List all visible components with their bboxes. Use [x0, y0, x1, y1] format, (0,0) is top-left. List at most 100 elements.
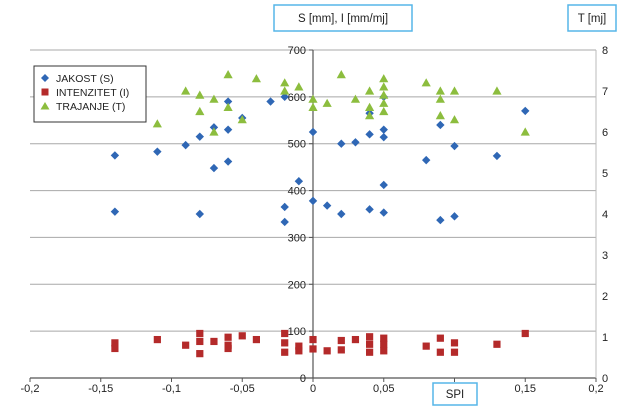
intenzitet-point: [337, 336, 345, 345]
trajanje-point: [322, 98, 332, 107]
right-tick-label: 8: [602, 45, 608, 57]
jakost-point: [280, 217, 289, 227]
jakost-point: [365, 130, 374, 139]
jakost-point: [379, 208, 388, 217]
jakost-point: [450, 141, 459, 151]
jakost-point: [181, 140, 190, 150]
trajanje-point: [336, 70, 346, 79]
intenzitet-point: [252, 335, 260, 344]
trajanje-point: [152, 119, 162, 128]
x-axis-label: SPI: [432, 382, 478, 406]
jakost-point: [223, 97, 233, 106]
trajanje-point: [209, 94, 219, 103]
right-tick-label: 3: [602, 250, 608, 262]
trajanje-point: [435, 94, 445, 103]
legend-square-marker: [41, 88, 49, 96]
jakost-point: [223, 125, 233, 134]
left-tick-label: 0: [300, 373, 306, 385]
data-points: [110, 70, 530, 358]
intenzitet-point: [238, 332, 246, 340]
trajanje-point: [308, 94, 318, 103]
x-tick-label: -0,2: [21, 383, 40, 395]
left-y-axis-label: S [mm], I [mm/mj]: [273, 4, 413, 32]
left-tick-label: 300: [288, 232, 306, 244]
intenzitet-point: [196, 337, 204, 346]
intenzitet-point: [450, 348, 459, 356]
intenzitet-point: [196, 350, 204, 358]
jakost-point: [280, 92, 289, 102]
legend-item-trajanje: TRAJANJE (T): [40, 101, 125, 113]
left-tick-label: 200: [288, 279, 306, 291]
legend-item-intenzitet: INTENZITET (I): [41, 87, 129, 99]
intenzitet-point: [436, 348, 444, 356]
intenzitet-point: [295, 347, 303, 355]
jakost-point: [379, 125, 388, 134]
jakost-point: [223, 157, 233, 166]
jakost-point: [337, 139, 346, 148]
intenzitet-point: [493, 340, 501, 348]
trajanje-point: [209, 127, 219, 136]
series-1: [111, 329, 529, 358]
left-tick-label: 400: [288, 186, 306, 198]
jakost-point: [521, 106, 530, 116]
right-tick-label: 0: [602, 373, 608, 385]
trajanje-point: [379, 106, 389, 116]
jakost-point: [110, 207, 120, 216]
trajanje-point: [379, 98, 389, 107]
trajanje-point: [195, 90, 205, 99]
intenzitet-point: [380, 334, 388, 342]
intenzitet-point: [309, 335, 317, 344]
trajanje-point: [365, 86, 375, 95]
intenzitet-point: [380, 347, 388, 355]
intenzitet-point: [309, 345, 317, 353]
jakost-point: [365, 205, 374, 214]
trajanje-point: [181, 86, 191, 95]
intenzitet-point: [436, 334, 444, 342]
left-y-axis-label-text: S [mm], I [mm/mj]: [298, 13, 388, 25]
intenzitet-point: [380, 340, 388, 348]
trajanje-point: [280, 78, 290, 87]
x-tick-label: 0,2: [588, 383, 603, 395]
trajanje-point: [280, 86, 290, 95]
intenzitet-point: [224, 333, 232, 341]
right-tick-label: 5: [602, 168, 608, 180]
right-tick-label: 7: [602, 86, 608, 98]
trajanje-point: [350, 94, 361, 103]
jakost-point: [294, 177, 304, 186]
intenzitet-point: [366, 333, 374, 341]
intenzitet-point: [366, 340, 374, 348]
x-tick-label: -0,1: [162, 383, 181, 395]
left-y-axis-label-box: [273, 4, 413, 32]
trajanje-point: [379, 74, 389, 83]
right-tick-label: 2: [602, 291, 608, 303]
jakost-point: [322, 201, 332, 210]
trajanje-point: [308, 102, 318, 111]
left-tick-label: 100: [288, 326, 306, 338]
jakost-point: [308, 196, 318, 206]
intenzitet-point: [111, 344, 119, 353]
trajanje-point: [365, 111, 375, 120]
legend-diamond-marker: [41, 74, 49, 82]
jakost-point: [209, 123, 219, 132]
left-y-ticks: 0 100 200 300 400 500 600 700: [288, 45, 313, 385]
right-y-axis-label: T [mj]: [567, 4, 617, 32]
intenzitet-point: [224, 344, 232, 353]
left-tick-label: 600: [288, 92, 306, 104]
intenzitet-point: [422, 342, 430, 350]
intenzitet-point: [182, 341, 190, 349]
jakost-point: [110, 151, 120, 160]
intenzitet-point: [111, 339, 119, 347]
intenzitet-point: [295, 342, 303, 350]
trajanje-point: [449, 115, 460, 124]
trajanje-point: [435, 111, 445, 120]
trajanje-point: [195, 106, 205, 116]
intenzitet-point: [450, 339, 459, 347]
trajanje-point: [251, 74, 261, 83]
intenzitet-point: [323, 347, 331, 355]
right-tick-label: 4: [602, 209, 608, 221]
trajanje-point: [379, 82, 389, 91]
left-tick-label: 700: [288, 45, 306, 57]
x-tick-label: -0,15: [88, 383, 113, 395]
